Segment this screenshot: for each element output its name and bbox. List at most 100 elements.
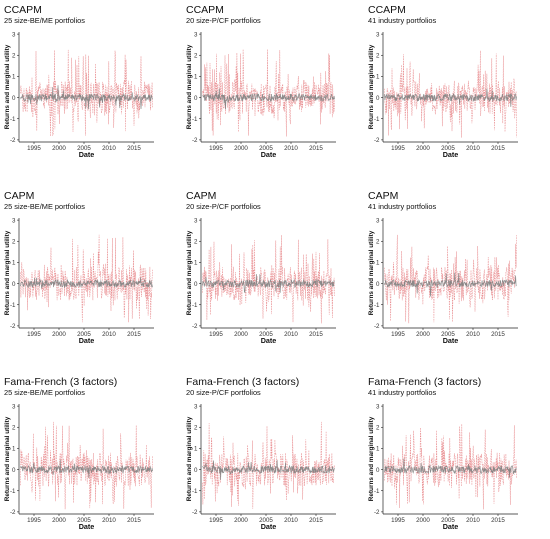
y-tick-label: 0 <box>376 95 380 102</box>
y-tick-label: -2 <box>192 137 198 144</box>
returns-series <box>20 234 153 323</box>
x-axis-label: Date <box>261 336 277 345</box>
returns-series <box>384 234 517 324</box>
y-tick-label: 1 <box>12 446 16 453</box>
panel-subtitle: 25 size-BE/ME portfolios <box>4 202 85 211</box>
x-tick-label: 2010 <box>284 145 298 152</box>
y-tick-label: 0 <box>12 467 16 474</box>
y-tick-label: 2 <box>376 424 380 431</box>
panel-subtitle: 20 size-P/CF portfolios <box>186 16 261 25</box>
x-axis-label: Date <box>443 336 459 345</box>
y-tick-label: 1 <box>376 260 380 267</box>
y-tick-label: -2 <box>192 323 198 330</box>
x-tick-label: 2010 <box>102 331 116 338</box>
panel-title: Fama-French (3 factors) <box>368 376 482 388</box>
x-axis-label: Date <box>261 150 277 159</box>
chart-panel-5: CAPM 20 size-P/CF portfolios -2 -1 0 1 2 3 199… <box>186 190 346 345</box>
x-tick-label: 2015 <box>127 331 141 338</box>
y-tick-label: 0 <box>376 281 380 288</box>
plot-area: -2 -1 0 1 2 3 1995 2000 2005 2010 2015 Date Returns … <box>4 31 154 159</box>
y-axis-label: Returns and marginal utility <box>4 416 11 501</box>
x-tick-label: 2000 <box>416 145 430 152</box>
panel-title: CCAPM <box>368 4 406 16</box>
x-tick-label: 1995 <box>27 517 41 524</box>
panel-title: CCAPM <box>186 4 224 16</box>
y-tick-label: -1 <box>192 116 198 123</box>
y-tick-label: 3 <box>194 31 198 38</box>
y-tick-label: -1 <box>10 302 16 309</box>
y-tick-label: 2 <box>194 52 198 59</box>
y-tick-label: 1 <box>12 74 16 81</box>
y-tick-label: 3 <box>12 403 16 410</box>
x-tick-label: 1995 <box>391 145 405 152</box>
y-tick-label: 0 <box>194 467 198 474</box>
chart-panel-8: Fama-French (3 factors) 20 size-P/CF por… <box>186 376 346 531</box>
x-tick-label: 2010 <box>466 517 480 524</box>
y-tick-label: -2 <box>374 509 380 516</box>
x-tick-label: 2000 <box>52 517 66 524</box>
marginal-utility-series <box>20 277 153 289</box>
x-tick-label: 2005 <box>259 145 273 152</box>
x-tick-label: 2010 <box>102 145 116 152</box>
x-tick-label: 2015 <box>491 145 505 152</box>
x-axis-label: Date <box>79 336 95 345</box>
y-tick-label: -1 <box>192 302 198 309</box>
y-tick-label: 3 <box>194 217 198 224</box>
plot-area: -2 -1 0 1 2 3 1995 2000 2005 2010 2015 Date Returns … <box>368 403 518 531</box>
plot-area: -2 -1 0 1 2 3 1995 2000 2005 2010 2015 Date Returns … <box>368 31 518 159</box>
panel-title: CAPM <box>186 190 217 202</box>
x-tick-label: 2015 <box>309 517 323 524</box>
returns-series <box>202 49 335 137</box>
y-axis-label: Returns and marginal utility <box>4 230 11 315</box>
x-tick-label: 2005 <box>77 145 91 152</box>
y-tick-label: 1 <box>194 260 198 267</box>
y-tick-label: 2 <box>12 52 16 59</box>
y-tick-label: 1 <box>376 446 380 453</box>
y-axis-label: Returns and marginal utility <box>186 230 193 315</box>
y-tick-label: -1 <box>374 116 380 123</box>
x-tick-label: 1995 <box>209 517 223 524</box>
panel-subtitle: 41 industry portfolios <box>368 202 437 211</box>
marginal-utility-series <box>384 88 517 107</box>
plot-area: -2 -1 0 1 2 3 1995 2000 2005 2010 2015 Date Returns … <box>186 217 336 345</box>
marginal-utility-series <box>20 459 153 478</box>
y-tick-label: -1 <box>10 488 16 495</box>
plot-area: -2 -1 0 1 2 3 1995 2000 2005 2010 2015 Date Returns … <box>4 403 154 531</box>
y-tick-label: -2 <box>192 509 198 516</box>
panel-title: CCAPM <box>4 4 42 16</box>
panel-title: CAPM <box>4 190 35 202</box>
chart-panel-3: CCAPM 41 industry portfolios -2 -1 0 1 2 3 199… <box>368 4 528 159</box>
y-tick-label: 3 <box>12 217 16 224</box>
x-tick-label: 2000 <box>416 331 430 338</box>
x-tick-label: 2000 <box>416 517 430 524</box>
x-tick-label: 2005 <box>441 145 455 152</box>
y-tick-label: 3 <box>194 403 198 410</box>
returns-series <box>384 423 517 510</box>
x-tick-label: 1995 <box>209 145 223 152</box>
x-tick-label: 2000 <box>234 517 248 524</box>
y-tick-label: -1 <box>374 302 380 309</box>
panel-subtitle: 20 size-P/CF portfolios <box>186 388 261 397</box>
x-axis-label: Date <box>443 150 459 159</box>
chart-panel-2: CCAPM 20 size-P/CF portfolios -2 -1 0 1 2 3 19… <box>186 4 346 159</box>
y-tick-label: -1 <box>374 488 380 495</box>
x-tick-label: 2015 <box>491 331 505 338</box>
x-tick-label: 2005 <box>77 331 91 338</box>
y-tick-label: 1 <box>194 446 198 453</box>
x-tick-label: 2010 <box>102 517 116 524</box>
x-tick-label: 2005 <box>441 517 455 524</box>
returns-series <box>202 235 335 324</box>
x-tick-label: 2015 <box>127 517 141 524</box>
y-axis-label: Returns and marginal utility <box>186 416 193 501</box>
y-tick-label: -1 <box>10 116 16 123</box>
returns-series <box>384 50 517 138</box>
chart-panel-7: Fama-French (3 factors) 25 size-BE/ME po… <box>4 376 164 531</box>
y-tick-label: 1 <box>376 74 380 81</box>
y-tick-label: 0 <box>12 95 16 102</box>
returns-series <box>202 421 335 509</box>
x-tick-label: 2010 <box>466 145 480 152</box>
plot-area: -2 -1 0 1 2 3 1995 2000 2005 2010 2015 Date Returns … <box>4 217 154 345</box>
y-tick-label: 1 <box>194 74 198 81</box>
panel-title: Fama-French (3 factors) <box>186 376 300 388</box>
x-tick-label: 2010 <box>284 517 298 524</box>
